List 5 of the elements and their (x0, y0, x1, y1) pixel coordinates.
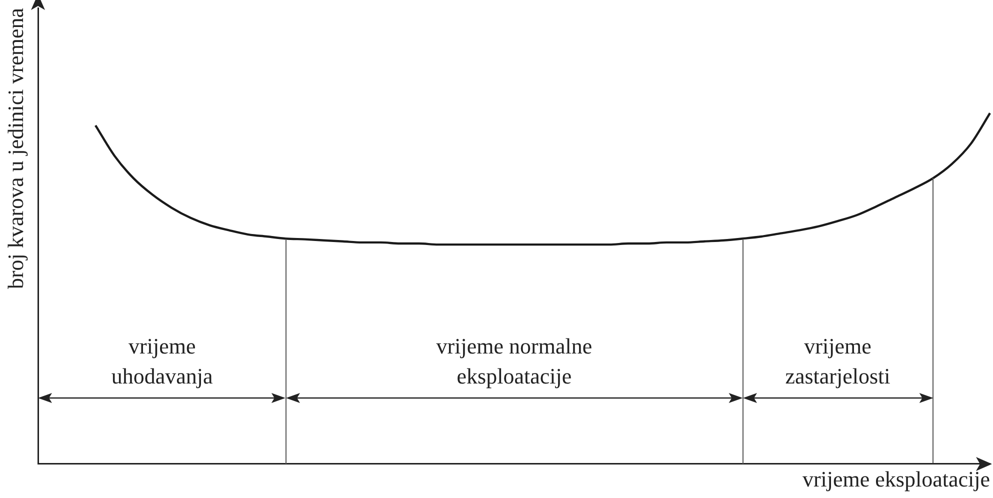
annotation: vrijeme zastarjelosti (785, 334, 890, 389)
annotation: vrijeme uhodavanja (111, 334, 214, 389)
annotation: vrijeme normalne eksploatacije (436, 334, 592, 389)
y-axis-title: broj kvarova u jedinici vremena (2, 8, 28, 290)
x-axis-title: vrijeme eksploatacije (802, 466, 990, 492)
